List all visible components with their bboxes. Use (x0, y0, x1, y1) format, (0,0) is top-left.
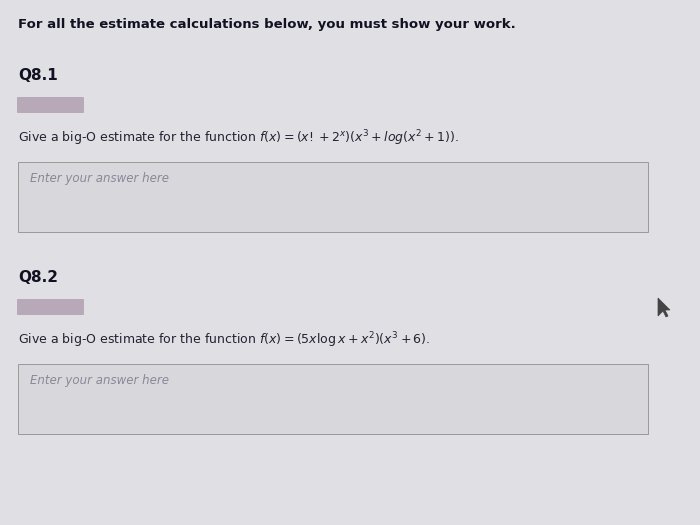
Text: Give a big-O estimate for the function $f(x) = (5x\log x + x^2)(x^3 + 6).$: Give a big-O estimate for the function $… (18, 330, 430, 350)
Text: Enter your answer here: Enter your answer here (30, 172, 169, 185)
FancyBboxPatch shape (17, 97, 84, 113)
Text: Q8.1: Q8.1 (18, 68, 57, 83)
FancyBboxPatch shape (18, 364, 648, 434)
Text: Give a big-O estimate for the function $f(x) = (x! + 2^x)(x^3 + \mathit{log}(x^2: Give a big-O estimate for the function $… (18, 128, 459, 148)
FancyBboxPatch shape (18, 162, 648, 232)
Polygon shape (658, 298, 670, 317)
Text: Enter your answer here: Enter your answer here (30, 374, 169, 387)
Text: Q8.2: Q8.2 (18, 270, 58, 285)
Text: For all the estimate calculations below, you must show your work.: For all the estimate calculations below,… (18, 18, 516, 31)
FancyBboxPatch shape (17, 299, 84, 315)
